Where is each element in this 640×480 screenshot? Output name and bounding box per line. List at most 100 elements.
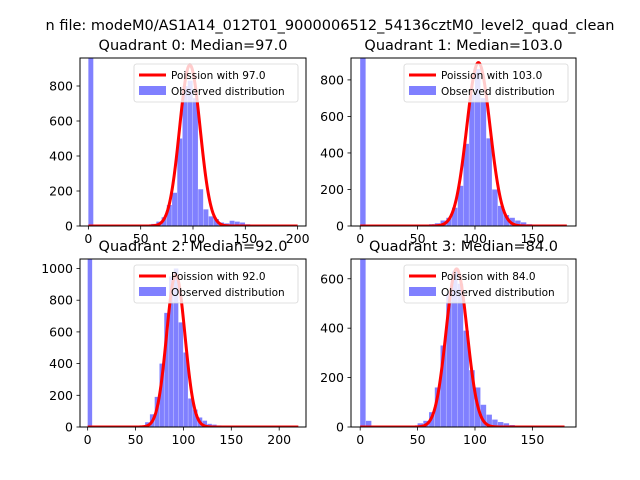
- legend-box: [133, 264, 299, 304]
- x-tick-label: 200: [286, 231, 310, 246]
- x-tick-label: 150: [219, 432, 243, 447]
- chart-panel-1: 0 50 100 150 0 200 400 600 800 Poission with 103.…: [320, 38, 577, 246]
- hist-bar: [486, 414, 492, 427]
- hist-bar: [360, 58, 366, 226]
- legend-box: [133, 63, 299, 103]
- poisson-curve: [86, 273, 300, 427]
- figure-title: n file: modeM0/AS1A14_012T01_9000006512_…: [46, 18, 615, 34]
- hist-bar: [188, 398, 193, 427]
- hist-bar: [240, 222, 246, 226]
- hist-bar: [469, 370, 475, 427]
- x-tick-label: 150: [520, 231, 544, 246]
- y-tick-label: 800: [320, 72, 344, 87]
- hist-bar: [365, 420, 372, 427]
- hist-bar: [474, 68, 481, 226]
- hist-bar: [480, 404, 487, 427]
- y-tick-label: 400: [320, 145, 344, 160]
- panels: 0 50 100 150 200 0 200 400 600 800 Poission with 9…: [41, 38, 577, 447]
- y-tick-label: 800: [49, 293, 73, 308]
- hist-bar: [172, 192, 178, 226]
- x-tick-label: 0: [356, 231, 364, 246]
- chart-panel-0: 0 50 100 150 200 0 200 400 600 800 Poission with 9…: [49, 38, 309, 246]
- x-tick-label: 50: [410, 432, 426, 447]
- hist-bar: [208, 216, 214, 226]
- hist-bar: [166, 205, 172, 226]
- hist-bar: [88, 58, 94, 226]
- x-tick-label: 50: [128, 432, 144, 447]
- x-tick-label: 0: [84, 231, 92, 246]
- hist-bar: [440, 345, 446, 427]
- hist-bar: [182, 86, 188, 226]
- plot-area: [359, 58, 568, 226]
- hist-bar: [193, 98, 198, 226]
- y-tick-label: 600: [320, 271, 344, 286]
- poisson-curve: [359, 61, 568, 226]
- hist-bar: [234, 221, 240, 226]
- y-tick-label: 0: [336, 219, 344, 234]
- x-tick-label: 200: [267, 432, 291, 447]
- hist-bar: [492, 189, 498, 226]
- x-tick-label: 0: [84, 432, 92, 447]
- y-tick-label: 400: [49, 149, 73, 164]
- hist-bar: [159, 363, 164, 427]
- y-tick-label: 200: [320, 370, 344, 385]
- hist-bar: [183, 352, 188, 427]
- hist-bar: [178, 322, 184, 427]
- x-tick-label: 100: [171, 432, 195, 447]
- panel-title: Quadrant 2: Median=92.0: [99, 239, 288, 255]
- chart-panel-3: 0 50 100 150 0 200 400 600 Poission with 84.0 Obs…: [320, 239, 577, 447]
- hist-bar: [463, 143, 469, 226]
- legend-label-hist: Observed distribution: [441, 86, 555, 98]
- x-tick-label: 100: [181, 231, 205, 246]
- y-tick-label: 0: [65, 219, 73, 234]
- y-tick-label: 200: [49, 388, 73, 403]
- y-tick-label: 600: [320, 109, 344, 124]
- hist-bar: [497, 422, 504, 427]
- hist-bar: [503, 215, 510, 226]
- legend-label-hist: Observed distribution: [171, 287, 285, 299]
- axes-frame: [79, 258, 307, 428]
- panel-title: Quadrant 3: Median=84.0: [369, 239, 558, 255]
- hist-bar: [469, 94, 475, 226]
- legend-label-hist: Observed distribution: [171, 86, 285, 98]
- hist-bar: [492, 419, 498, 427]
- hist-bar: [520, 222, 527, 226]
- legend-hist-swatch: [409, 86, 436, 95]
- hist-bar: [452, 207, 458, 226]
- hist-bar: [446, 217, 452, 226]
- y-tick-label: 0: [65, 420, 73, 435]
- legend-label-curve: Poission with 97.0: [171, 70, 266, 82]
- plot-area: [359, 259, 566, 427]
- hist-bar: [187, 80, 193, 226]
- axes-frame: [350, 258, 577, 428]
- legend-label-curve: Poission with 103.0: [441, 70, 542, 82]
- hist-bar: [452, 271, 458, 427]
- x-tick-label: 150: [233, 231, 257, 246]
- hist-bar: [169, 276, 174, 427]
- axes-frame: [350, 57, 577, 227]
- hist-bar: [463, 330, 469, 427]
- y-tick-label: 0: [336, 420, 344, 435]
- hist-bar: [486, 138, 492, 226]
- legend-box: [403, 63, 569, 103]
- hist-bar: [193, 409, 198, 427]
- x-tick-label: 150: [520, 432, 544, 447]
- hist-bar: [360, 259, 366, 427]
- hist-bar: [503, 423, 510, 427]
- hist-bar: [177, 138, 183, 226]
- hist-bar: [164, 312, 169, 427]
- y-tick-label: 1000: [41, 261, 73, 276]
- chart-panel-2: 0 50 100 150 200 0 200 400 600 800 1000 Poission wi…: [41, 239, 307, 447]
- hist-bar: [203, 209, 209, 226]
- plot-area: [86, 259, 300, 427]
- hist-bar: [446, 293, 452, 427]
- hist-bar: [457, 283, 464, 427]
- legend-hist-swatch: [139, 86, 166, 95]
- x-tick-label: 50: [133, 231, 149, 246]
- x-tick-label: 100: [463, 432, 487, 447]
- x-tick-label: 0: [356, 432, 364, 447]
- legend-label-curve: Poission with 84.0: [441, 271, 536, 283]
- legend-hist-swatch: [409, 287, 436, 296]
- hist-bar: [515, 220, 521, 226]
- legend-label-curve: Poission with 92.0: [171, 271, 266, 283]
